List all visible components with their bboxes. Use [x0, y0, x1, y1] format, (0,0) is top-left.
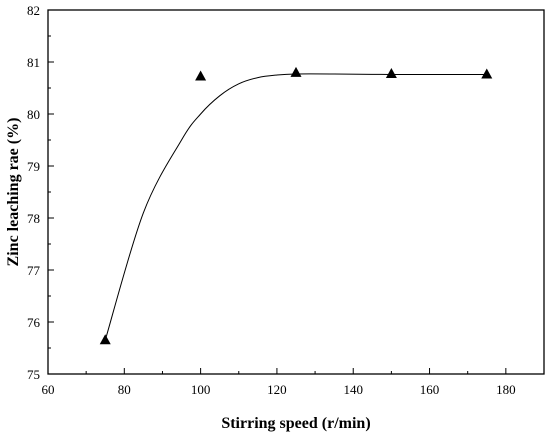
x-tick-label: 180 [496, 382, 516, 397]
y-tick-label: 75 [27, 367, 40, 382]
x-axis-ticks: 60 80 100 120 140 160 180 [42, 368, 516, 397]
y-tick-label: 82 [27, 3, 40, 18]
y-axis-ticks: 75 76 77 78 79 80 81 82 [27, 3, 54, 382]
y-tick-label: 78 [27, 211, 40, 226]
y-tick-label: 79 [27, 159, 40, 174]
x-tick-label: 140 [343, 382, 363, 397]
data-point-triangle [195, 70, 207, 81]
data-point-triangle [385, 67, 397, 78]
x-tick-label: 60 [42, 382, 55, 397]
data-point-triangle [99, 334, 111, 345]
y-tick-label: 80 [27, 107, 40, 122]
data-point-triangle [481, 68, 493, 79]
y-tick-label: 81 [27, 55, 40, 70]
fit-curve [104, 73, 487, 341]
data-markers [99, 66, 493, 345]
x-tick-label: 120 [267, 382, 287, 397]
x-axis-title: Stirring speed (r/min) [221, 415, 370, 432]
y-tick-label: 76 [27, 315, 41, 330]
x-tick-label: 160 [420, 382, 440, 397]
plot-frame [47, 9, 545, 375]
y-axis-title: Zinc leaching rae (%) [5, 118, 22, 267]
x-tick-label: 80 [118, 382, 131, 397]
data-point-triangle [290, 66, 302, 77]
x-tick-label: 100 [191, 382, 211, 397]
y-tick-label: 77 [27, 263, 41, 278]
